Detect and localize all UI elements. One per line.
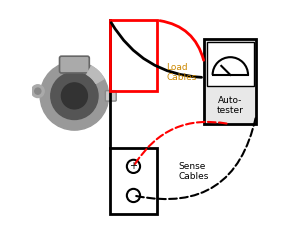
Circle shape — [32, 85, 44, 98]
Circle shape — [40, 62, 109, 130]
Circle shape — [61, 83, 87, 109]
Text: Load
Cables: Load Cables — [167, 63, 197, 82]
Bar — [110, 148, 157, 214]
Circle shape — [51, 72, 98, 120]
FancyBboxPatch shape — [59, 56, 89, 73]
Circle shape — [35, 88, 41, 94]
Bar — [204, 39, 256, 124]
Bar — [110, 20, 157, 91]
Wedge shape — [87, 66, 104, 83]
FancyBboxPatch shape — [105, 91, 116, 101]
Circle shape — [127, 160, 140, 173]
Circle shape — [127, 189, 140, 202]
Text: Sense
Cables: Sense Cables — [178, 162, 209, 181]
Bar — [207, 42, 254, 86]
Text: +: + — [130, 161, 137, 171]
Text: Auto-
tester: Auto- tester — [217, 96, 244, 115]
